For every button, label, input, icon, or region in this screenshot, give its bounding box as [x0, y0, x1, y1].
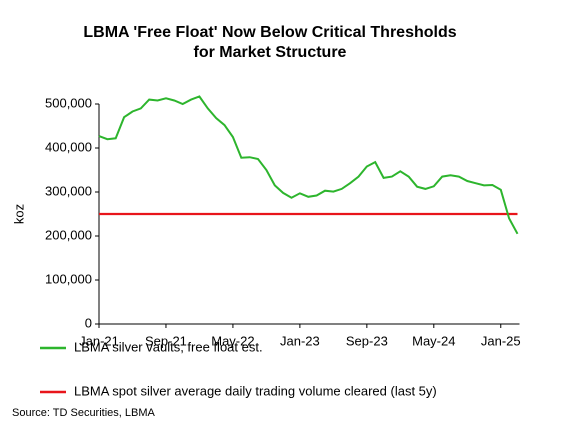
y-tick-label: 300,000 — [45, 183, 92, 198]
y-axis-label: koz — [11, 204, 26, 224]
x-tick-label: May-22 — [211, 333, 254, 348]
x-tick-label: May-24 — [412, 333, 455, 348]
y-tick-label: 100,000 — [45, 271, 92, 286]
y-tick-label: 200,000 — [45, 227, 92, 242]
x-tick-label: Jan-25 — [481, 333, 521, 348]
chart-title: for Market Structure — [194, 44, 347, 61]
legend-label: LBMA silver vaults, free float est. — [74, 339, 263, 354]
x-tick-label: Jan-23 — [280, 333, 320, 348]
source: Source: TD Securities, LBMA — [12, 407, 156, 419]
y-tick-label: 500,000 — [45, 95, 92, 110]
y-tick-label: 0 — [85, 315, 92, 330]
x-tick-label: Sep-21 — [145, 333, 187, 348]
x-tick-label: Sep-23 — [346, 333, 388, 348]
x-tick-label: Jan-21 — [79, 333, 119, 348]
series-line — [98, 95, 519, 235]
legend-label: LBMA spot silver average daily trading v… — [74, 383, 437, 398]
y-tick-label: 400,000 — [45, 139, 92, 154]
chart-title: LBMA 'Free Float' Now Below Critical Thr… — [83, 24, 456, 41]
